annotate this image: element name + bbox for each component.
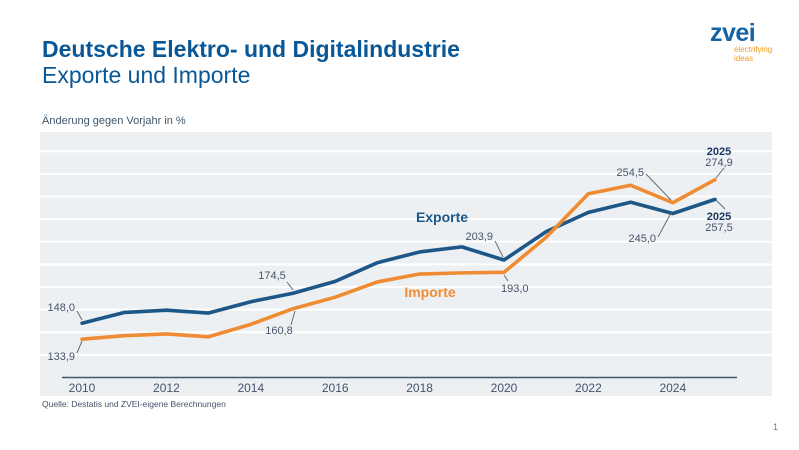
point-year-label: 2025 (707, 146, 731, 158)
label-leader-line (76, 340, 83, 354)
label-leader-line (286, 281, 294, 291)
importe-series-label: Importe (404, 284, 456, 300)
label-leader-line (503, 274, 509, 282)
point-value-label: 133,9 (47, 351, 75, 363)
label-leader-line (715, 167, 725, 179)
point-value-label: 203,9 (465, 231, 493, 243)
x-tick-label: 2018 (406, 381, 433, 395)
importe-line (80, 177, 717, 341)
exporte-series-label: Exporte (416, 209, 468, 225)
x-tick-label: 2022 (575, 381, 602, 395)
label-leader-line (494, 240, 504, 258)
x-tick-label: 2020 (491, 381, 518, 395)
page-title: Deutsche Elektro- und Digitalindustrie (42, 36, 460, 62)
point-year-label: 2025 (707, 211, 731, 223)
point-value-label: 254,5 (616, 167, 644, 179)
label-leader-line (76, 310, 83, 321)
zvei-logo: zvei (710, 19, 756, 47)
point-value-label: 245,0 (628, 233, 656, 245)
x-tick-label: 2016 (322, 381, 349, 395)
x-tick-label: 2014 (237, 381, 264, 395)
point-value-label: 148,0 (47, 302, 75, 314)
source-note: Quelle: Destatis und ZVEI-eigene Berechn… (42, 399, 226, 409)
page-subtitle: Exporte und Importe (42, 62, 251, 88)
zvei-tagline-line2: ideas (734, 53, 754, 63)
point-value-label: 193,0 (501, 283, 529, 295)
y-axis-unit-note: Änderung gegen Vorjahr in % (42, 115, 186, 127)
point-value-label: 274,9 (705, 157, 733, 169)
point-value-label: 257,5 (705, 222, 733, 234)
label-leader-line (657, 212, 672, 238)
x-tick-label: 2010 (69, 381, 96, 395)
label-leader-line (290, 310, 296, 326)
point-value-label: 160,8 (265, 325, 293, 337)
exporte-line (80, 197, 717, 326)
page-number: 1 (773, 422, 779, 432)
zvei-logo-tagline: electrifying ideas (734, 45, 773, 63)
label-leader-line (715, 199, 726, 210)
point-value-label: 174,5 (258, 270, 286, 282)
zvei-tagline-line1: electrifying (734, 45, 773, 54)
x-tick-label: 2024 (659, 381, 686, 395)
x-tick-label: 2012 (153, 381, 180, 395)
label-leader-line (645, 173, 672, 201)
